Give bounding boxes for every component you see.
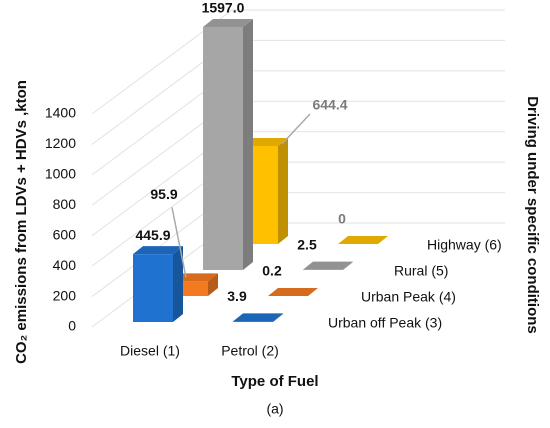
y-tick-label: 200 [53,287,77,303]
data-label: 0.2 [262,263,282,279]
y-tick-label: 600 [53,226,77,242]
bar-side [243,19,253,270]
bar-side [343,261,353,270]
x-tick-label: Diesel (1) [120,343,180,359]
bar-front [233,321,273,322]
bar-top [233,313,283,322]
x-axis-title: Type of Fuel [231,373,318,390]
data-label: 644.4 [312,97,347,113]
data-label: 0 [338,211,346,227]
y-tick-label: 1200 [45,135,76,151]
z-axis-title: Driving under specific conditions [524,96,541,334]
bar-front [203,27,243,270]
depth-label: Urban off Peak (3) [328,315,442,331]
bar-side [273,313,283,322]
data-label: 2.5 [297,236,317,252]
bar-side [208,273,218,296]
data-label: 3.9 [227,288,247,304]
y-tick-label: 800 [53,196,77,212]
bar-side [278,137,288,244]
grid-line [91,9,505,115]
data-label: 445.9 [135,227,170,243]
bar-side [173,246,183,322]
data-label: 95.9 [150,186,177,202]
y-axis-title: CO₂ emissions from LDVs + HDVs ,kton [13,80,30,364]
bar-top [268,287,318,296]
depth-label: Urban Peak (4) [361,289,456,305]
y-tick-label: 1000 [45,166,76,182]
y-tick-label: 400 [53,257,77,273]
bar-top [338,236,388,244]
y-tick-label: 0 [68,318,76,334]
x-tick-label: Petrol (2) [221,343,279,359]
depth-label: Rural (5) [394,263,448,279]
leader-line [281,113,311,145]
leader-line [171,207,187,278]
bar-top [203,19,253,28]
caption: (a) [266,401,283,417]
data-label: 1597.0 [202,0,245,16]
bar-side [308,287,318,296]
depth-label: Highway (6) [427,237,502,253]
bar-front [133,254,173,322]
y-tick-label: 1400 [45,105,76,121]
bar-top [303,261,353,270]
bar-top [133,246,183,255]
